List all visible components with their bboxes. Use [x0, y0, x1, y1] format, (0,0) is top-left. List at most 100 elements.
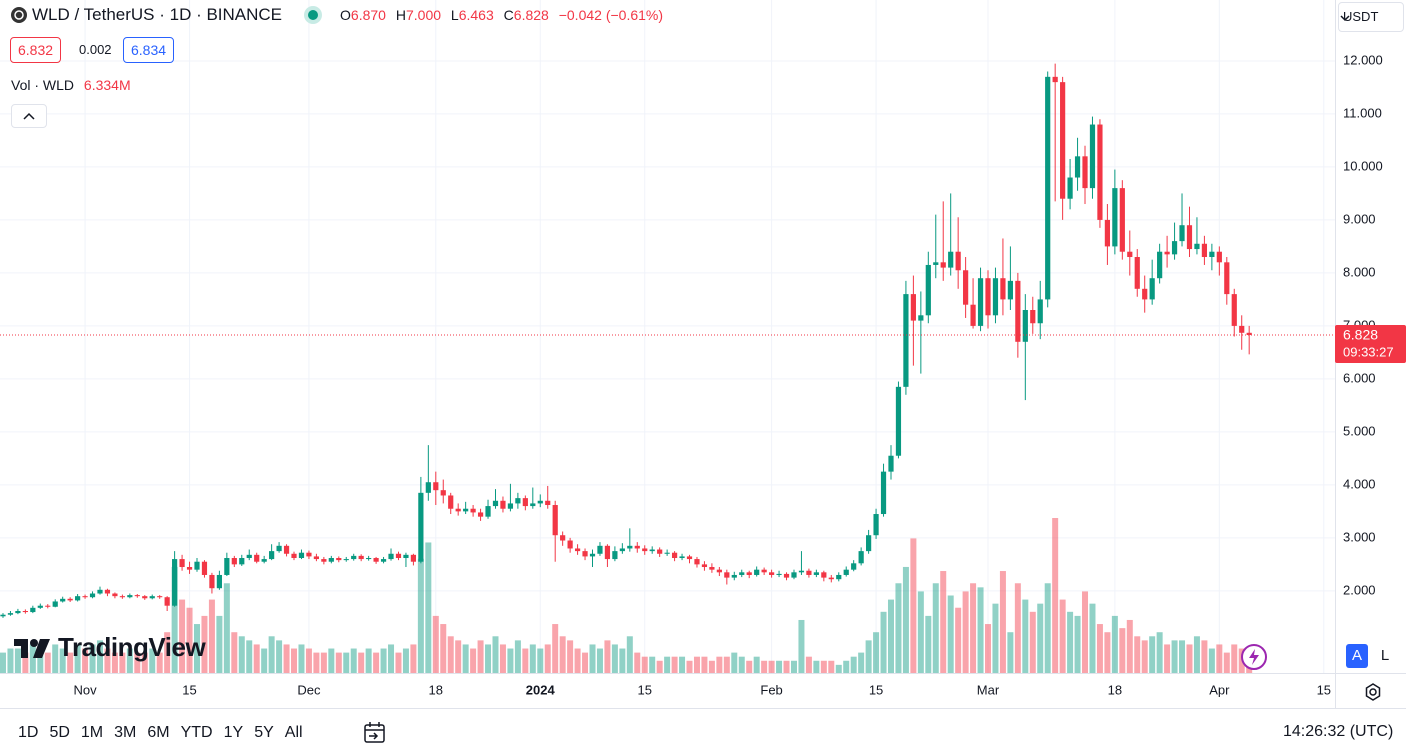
- candle-body: [940, 262, 946, 268]
- x-tick-label: 15: [182, 682, 196, 697]
- volume-bar: [574, 648, 581, 673]
- volume-bar: [582, 652, 589, 673]
- candle-body: [664, 552, 670, 554]
- candle-body: [1060, 82, 1066, 199]
- volume-bar: [940, 571, 947, 673]
- candle-body: [1209, 251, 1215, 258]
- lightning-button[interactable]: [1241, 644, 1267, 670]
- candle-body: [15, 610, 21, 614]
- status-dot: [308, 10, 319, 20]
- volume-bar: [828, 660, 835, 673]
- volume-bar: [89, 644, 96, 673]
- volume-bar: [1126, 619, 1133, 673]
- volume-bar: [522, 648, 529, 673]
- candle-body: [134, 595, 140, 597]
- scale-button[interactable]: A: [1346, 644, 1368, 668]
- volume-bar: [1216, 644, 1223, 673]
- settings-button[interactable]: [1363, 682, 1383, 707]
- range-button[interactable]: 1D: [18, 724, 39, 741]
- candle-body: [1037, 299, 1043, 324]
- candle-body: [60, 598, 66, 602]
- volume-bar: [186, 607, 193, 673]
- volume-bar: [701, 656, 708, 673]
- candle-body: [746, 572, 752, 575]
- candle-body: [545, 500, 551, 506]
- change: −0.042 (−0.61%): [558, 7, 664, 23]
- volume-bar: [223, 583, 230, 673]
- candle-body: [1000, 278, 1006, 300]
- candle-body: [373, 558, 379, 562]
- volume-bar: [1007, 632, 1014, 673]
- scale-button[interactable]: L: [1374, 644, 1396, 668]
- range-button[interactable]: All: [284, 724, 303, 741]
- volume-bar: [477, 640, 484, 673]
- candle-body: [1082, 156, 1088, 189]
- volume-bar: [985, 624, 992, 673]
- candle-body: [194, 561, 200, 570]
- volume-bar: [67, 652, 74, 673]
- volume-bar: [119, 652, 126, 673]
- collapse-button[interactable]: [11, 104, 47, 128]
- candle-body: [798, 570, 805, 573]
- candle-body: [910, 294, 916, 321]
- candle-body: [731, 574, 737, 578]
- candle-body: [321, 559, 327, 562]
- candle-body: [485, 506, 491, 517]
- volume-bar: [388, 644, 395, 673]
- volume-bar: [999, 571, 1006, 673]
- volume-bar: [141, 652, 148, 673]
- toolbar-divider: [0, 708, 1406, 709]
- volume-bar: [798, 619, 805, 673]
- candle-body: [298, 552, 305, 559]
- volume-bar: [246, 640, 253, 673]
- logo: TradingView: [14, 632, 206, 663]
- volume-bar: [955, 607, 962, 673]
- range-button[interactable]: 1M: [80, 724, 104, 741]
- volume-bar: [887, 599, 894, 673]
- volume-bar: [485, 644, 492, 673]
- volume-bar: [805, 656, 812, 673]
- x-tick-label: Feb: [760, 682, 782, 697]
- x-tick-label: Apr: [1209, 682, 1230, 697]
- logo-mark: [14, 638, 50, 658]
- candle-body: [933, 262, 939, 265]
- candle-body: [634, 545, 640, 549]
- range-button[interactable]: 3M: [114, 724, 137, 741]
- volume-bar: [37, 648, 44, 673]
- volume-bar: [977, 587, 984, 673]
- currency: USDT: [1343, 9, 1379, 24]
- volume-bar: [261, 648, 268, 673]
- candle-body: [1089, 124, 1096, 189]
- volume-bar: [328, 648, 335, 673]
- range-button[interactable]: YTD: [180, 724, 213, 741]
- candle-body: [82, 596, 88, 598]
- range-button[interactable]: 5Y: [254, 724, 274, 741]
- range-button[interactable]: 5D: [49, 724, 70, 741]
- range-button[interactable]: 1Y: [223, 724, 244, 741]
- o-label: O: [340, 7, 351, 23]
- candle-body: [448, 495, 454, 509]
- currency-button[interactable]: USDT: [1338, 2, 1404, 32]
- candle-body: [343, 559, 349, 561]
- x-tick-label: 15: [1317, 682, 1331, 697]
- ohlc: O6.870 H7.000 L6.463 C6.828 −0.042 (−0.6…: [340, 7, 663, 23]
- volume-bar: [970, 583, 977, 673]
- volume-bar: [529, 644, 536, 673]
- candle-body: [1015, 280, 1021, 342]
- range-button[interactable]: 6M: [147, 724, 170, 741]
- volume-bar: [432, 615, 439, 673]
- candle-body: [627, 545, 633, 549]
- symbol[interactable]: WLD / TetherUS · 1D · BINANCE: [32, 5, 283, 24]
- volume-bar: [925, 615, 932, 673]
- date-range-button[interactable]: [362, 720, 388, 751]
- bid[interactable]: 6.832: [10, 37, 62, 63]
- candle-body: [1164, 251, 1170, 255]
- volume-bar: [156, 652, 163, 673]
- candle-body: [597, 545, 603, 554]
- ask[interactable]: 6.834: [123, 37, 175, 63]
- volume-bar: [1089, 603, 1096, 673]
- volume-bar: [14, 648, 21, 673]
- volume-bar: [1119, 628, 1126, 673]
